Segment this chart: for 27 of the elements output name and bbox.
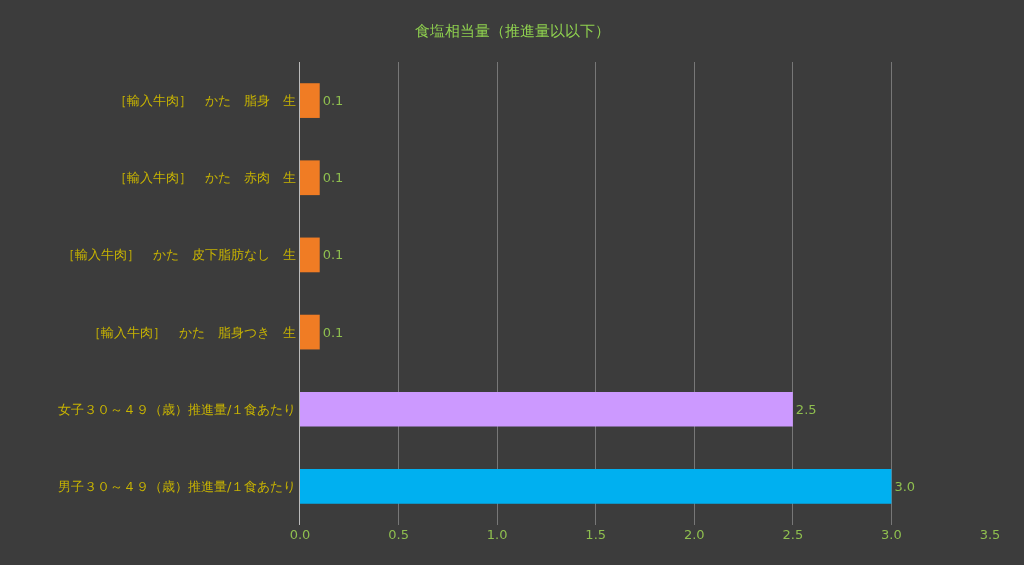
data-label: 2.5 (795, 401, 817, 417)
data-label: 0.1 (322, 324, 344, 340)
data-label: 3.0 (894, 478, 916, 494)
chart-title: 食塩相当量（推進量以以下） (414, 21, 610, 40)
x-tick-label: 2.0 (683, 527, 705, 542)
y-tick-label: ［輸入牛肉］ かた 脂身つき 生 (88, 324, 297, 340)
x-tick-label: 0.5 (388, 527, 409, 542)
data-label: 0.1 (322, 247, 344, 263)
x-tick-label: 0.0 (289, 527, 311, 542)
x-tick-label: 1.0 (486, 527, 508, 542)
x-tick-label: 1.5 (585, 527, 607, 542)
bar (300, 83, 320, 118)
bar (300, 237, 320, 273)
bar (300, 469, 892, 504)
bar (300, 160, 320, 196)
y-tick-label: ［輸入牛肉］ かた 皮下脂肪なし 生 (62, 247, 297, 263)
x-tick-label: 3.5 (979, 527, 1001, 542)
bar (300, 314, 320, 350)
x-tick-label: 3.0 (881, 527, 902, 542)
y-tick-label: 男子３０～４９（歳）推進量/１食あたり (58, 478, 297, 494)
y-tick-label: ［輸入牛肉］ かた 脂身 生 (114, 93, 297, 109)
data-label: 0.1 (322, 93, 344, 109)
y-tick-label: 女子３０～４９（歳）推進量/１食あたり (58, 401, 297, 417)
x-tick-label: 2.5 (782, 527, 804, 542)
bar (300, 391, 793, 427)
y-tick-label: ［輸入牛肉］ かた 赤肉 生 (114, 170, 297, 186)
data-label: 0.1 (322, 170, 344, 186)
